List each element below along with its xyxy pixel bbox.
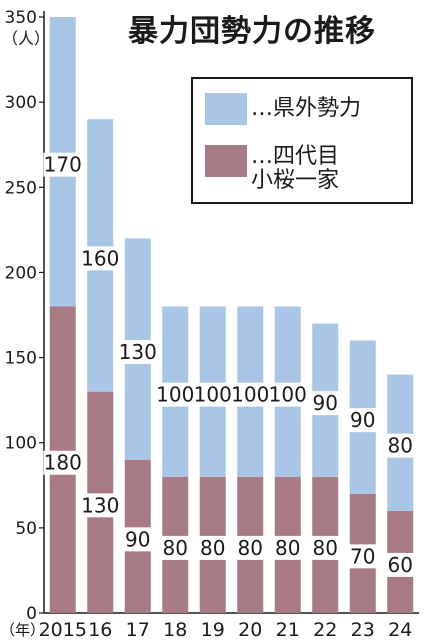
data-label-koza-ikka-20: 80 [238, 536, 263, 560]
y-tick-label: 350 [5, 8, 37, 28]
data-label-koza-ikka-24: 60 [388, 553, 413, 577]
data-label-bg [161, 535, 189, 560]
data-label-koza-ikka-17: 90 [125, 527, 150, 551]
x-tick-label-17: 17 [126, 619, 150, 640]
data-label-bg [124, 527, 152, 552]
legend-item-prefecture-outside: …県外勢力 [205, 93, 361, 125]
x-axis-unit-label: （年） [0, 621, 45, 639]
data-label-bg [43, 152, 82, 177]
data-label-prefecture-outside-20: 100 [231, 383, 269, 407]
x-tick-label-18: 18 [163, 619, 187, 640]
data-label-bg [231, 382, 270, 407]
data-label-koza-ikka-21: 80 [275, 536, 300, 560]
data-label-prefecture-outside-19: 100 [194, 383, 232, 407]
data-label-prefecture-outside-16: 160 [81, 246, 119, 270]
y-tick-label: 300 [5, 93, 37, 113]
legend-label-prefecture-outside: …県外勢力 [251, 96, 362, 121]
data-label-bg [81, 493, 120, 518]
data-label-bg [274, 535, 302, 560]
data-label-prefecture-outside-23: 90 [350, 408, 375, 432]
legend-item-koza-ikka: …四代目 小桜一家 [205, 145, 339, 193]
data-label-prefecture-outside-21: 100 [269, 383, 307, 407]
data-label-prefecture-outside-2015: 170 [44, 153, 82, 177]
x-tick-label-16: 16 [88, 619, 112, 640]
data-label-bg [268, 382, 307, 407]
chart-title: 暴力団勢力の推移 [128, 14, 376, 49]
y-tick-label: 150 [5, 349, 37, 369]
data-label-bg [386, 552, 414, 577]
data-label-koza-ikka-23: 70 [350, 544, 375, 568]
y-tick-label: 50 [15, 519, 37, 539]
y-tick-label: 0 [26, 604, 37, 624]
x-tick-label-24: 24 [388, 619, 412, 640]
y-tick-label: 200 [5, 263, 37, 283]
data-label-bg [311, 535, 339, 560]
data-label-bg [118, 340, 157, 365]
legend-swatch-prefecture-outside [205, 93, 247, 125]
data-label-koza-ikka-19: 80 [200, 536, 225, 560]
x-tick-label-19: 19 [201, 619, 225, 640]
x-tick-label-20: 20 [238, 619, 262, 640]
data-label-bg [193, 382, 232, 407]
data-label-prefecture-outside-22: 90 [313, 391, 338, 415]
data-label-bg [199, 535, 227, 560]
data-label-bg [43, 450, 82, 475]
data-label-prefecture-outside-18: 100 [156, 383, 194, 407]
legend-swatch-koza-ikka [205, 145, 247, 177]
data-label-bg [311, 391, 339, 416]
legend-label-koza-ikka: …四代目 小桜一家 [251, 144, 340, 193]
data-label-prefecture-outside-17: 130 [119, 340, 157, 364]
y-axis-unit-label: （人） [2, 29, 50, 48]
y-tick-label: 250 [5, 178, 37, 198]
data-label-bg [81, 246, 120, 271]
data-label-koza-ikka-22: 80 [313, 536, 338, 560]
data-label-koza-ikka-18: 80 [163, 536, 188, 560]
data-label-bg [349, 408, 377, 433]
x-tick-label-23: 23 [351, 619, 375, 640]
x-tick-label-2015: 2015 [39, 619, 87, 640]
x-tick-label-21: 21 [276, 619, 300, 640]
data-label-bg [386, 433, 414, 458]
y-tick-label: 100 [5, 434, 37, 454]
legend: …県外勢力 …四代目 小桜一家 [191, 77, 413, 204]
data-label-koza-ikka-2015: 180 [44, 451, 82, 475]
x-tick-label-22: 22 [313, 619, 337, 640]
data-label-koza-ikka-16: 130 [81, 493, 119, 517]
data-label-bg [156, 382, 195, 407]
data-label-prefecture-outside-24: 80 [388, 434, 413, 458]
data-label-bg [236, 535, 264, 560]
data-label-bg [349, 544, 377, 569]
